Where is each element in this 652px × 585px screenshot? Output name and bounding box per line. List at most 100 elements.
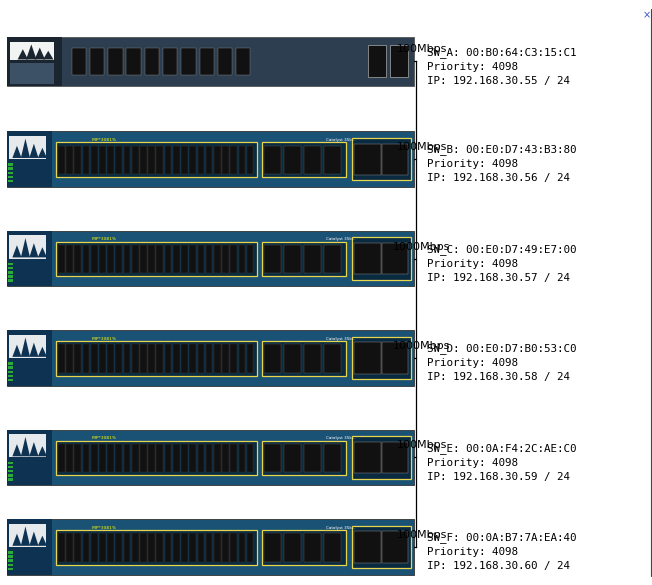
Bar — [115, 146, 122, 174]
Text: 100Mbps: 100Mbps — [396, 530, 447, 540]
Text: IMP*3081%: IMP*3081% — [91, 436, 116, 441]
Bar — [246, 444, 254, 472]
Polygon shape — [38, 446, 47, 456]
Bar — [382, 342, 408, 374]
Bar — [148, 245, 155, 273]
Polygon shape — [12, 444, 22, 456]
Bar — [8, 559, 13, 562]
Bar — [140, 245, 147, 273]
Bar — [264, 146, 280, 174]
Text: SW_D: 00:E0:D7:B0:53:C0
Priority: 4098
IP: 192.168.30.58 / 24: SW_D: 00:E0:D7:B0:53:C0 Priority: 4098 I… — [427, 343, 576, 383]
Bar — [239, 146, 245, 174]
Bar — [246, 534, 254, 562]
Bar — [132, 146, 139, 174]
Bar — [214, 345, 220, 373]
Bar — [124, 245, 130, 273]
Polygon shape — [29, 343, 38, 357]
Bar — [198, 345, 204, 373]
Bar — [72, 48, 86, 75]
Text: 100Mbps: 100Mbps — [396, 441, 447, 450]
Bar — [8, 551, 13, 553]
Bar — [132, 345, 139, 373]
Bar — [181, 444, 188, 472]
Bar — [198, 245, 204, 273]
Bar — [58, 444, 65, 472]
Bar — [8, 466, 13, 469]
Bar — [351, 337, 411, 379]
Bar — [173, 345, 179, 373]
Polygon shape — [21, 526, 30, 546]
Bar — [107, 245, 114, 273]
Bar — [132, 444, 139, 472]
Bar — [189, 345, 196, 373]
Bar — [262, 242, 346, 276]
Bar — [351, 138, 411, 180]
Bar — [107, 444, 114, 472]
Bar — [8, 375, 13, 377]
Bar — [83, 444, 89, 472]
Bar — [7, 132, 52, 187]
Bar — [107, 146, 114, 174]
Bar — [181, 245, 188, 273]
Polygon shape — [29, 243, 38, 257]
Bar — [230, 245, 237, 273]
Bar — [239, 245, 245, 273]
Bar — [324, 146, 341, 174]
Bar — [304, 146, 321, 174]
Bar — [91, 534, 98, 562]
Bar — [262, 441, 346, 475]
Text: ×: × — [643, 10, 651, 20]
Bar — [124, 444, 130, 472]
Bar — [206, 146, 213, 174]
Bar — [165, 345, 171, 373]
Bar — [262, 530, 346, 565]
Bar — [74, 345, 81, 373]
Bar — [8, 167, 13, 170]
Bar — [165, 146, 171, 174]
Bar — [8, 275, 13, 278]
Bar — [222, 146, 229, 174]
Bar — [99, 245, 106, 273]
Bar — [354, 342, 381, 374]
Bar — [56, 143, 257, 177]
Bar — [324, 444, 341, 472]
Bar — [58, 345, 65, 373]
Bar — [9, 335, 46, 358]
Bar — [200, 48, 214, 75]
Bar — [8, 555, 13, 558]
Text: IMP*3081%: IMP*3081% — [91, 337, 116, 341]
Bar — [173, 444, 179, 472]
Bar — [10, 42, 54, 60]
Polygon shape — [12, 146, 22, 158]
Bar — [206, 444, 213, 472]
Bar — [8, 462, 13, 464]
Polygon shape — [18, 49, 28, 60]
Bar — [246, 345, 254, 373]
Bar — [58, 534, 65, 562]
Bar — [230, 146, 237, 174]
Bar — [7, 519, 52, 574]
Polygon shape — [38, 347, 47, 357]
Bar — [262, 143, 346, 177]
Text: IMP*3081%: IMP*3081% — [91, 526, 116, 530]
Bar — [351, 238, 411, 280]
Bar — [145, 48, 159, 75]
Bar — [351, 436, 411, 479]
Bar — [222, 345, 229, 373]
Bar — [148, 345, 155, 373]
Bar — [8, 280, 13, 282]
Bar — [115, 534, 122, 562]
Bar — [304, 345, 321, 373]
Bar — [67, 534, 73, 562]
Bar — [91, 146, 98, 174]
Bar — [56, 530, 257, 565]
Bar — [8, 271, 13, 274]
Bar — [7, 330, 414, 386]
Bar — [8, 267, 13, 270]
Bar — [8, 568, 13, 570]
Bar — [8, 163, 13, 166]
Bar — [107, 534, 114, 562]
Polygon shape — [29, 442, 38, 456]
Polygon shape — [12, 534, 22, 546]
Bar — [115, 245, 122, 273]
